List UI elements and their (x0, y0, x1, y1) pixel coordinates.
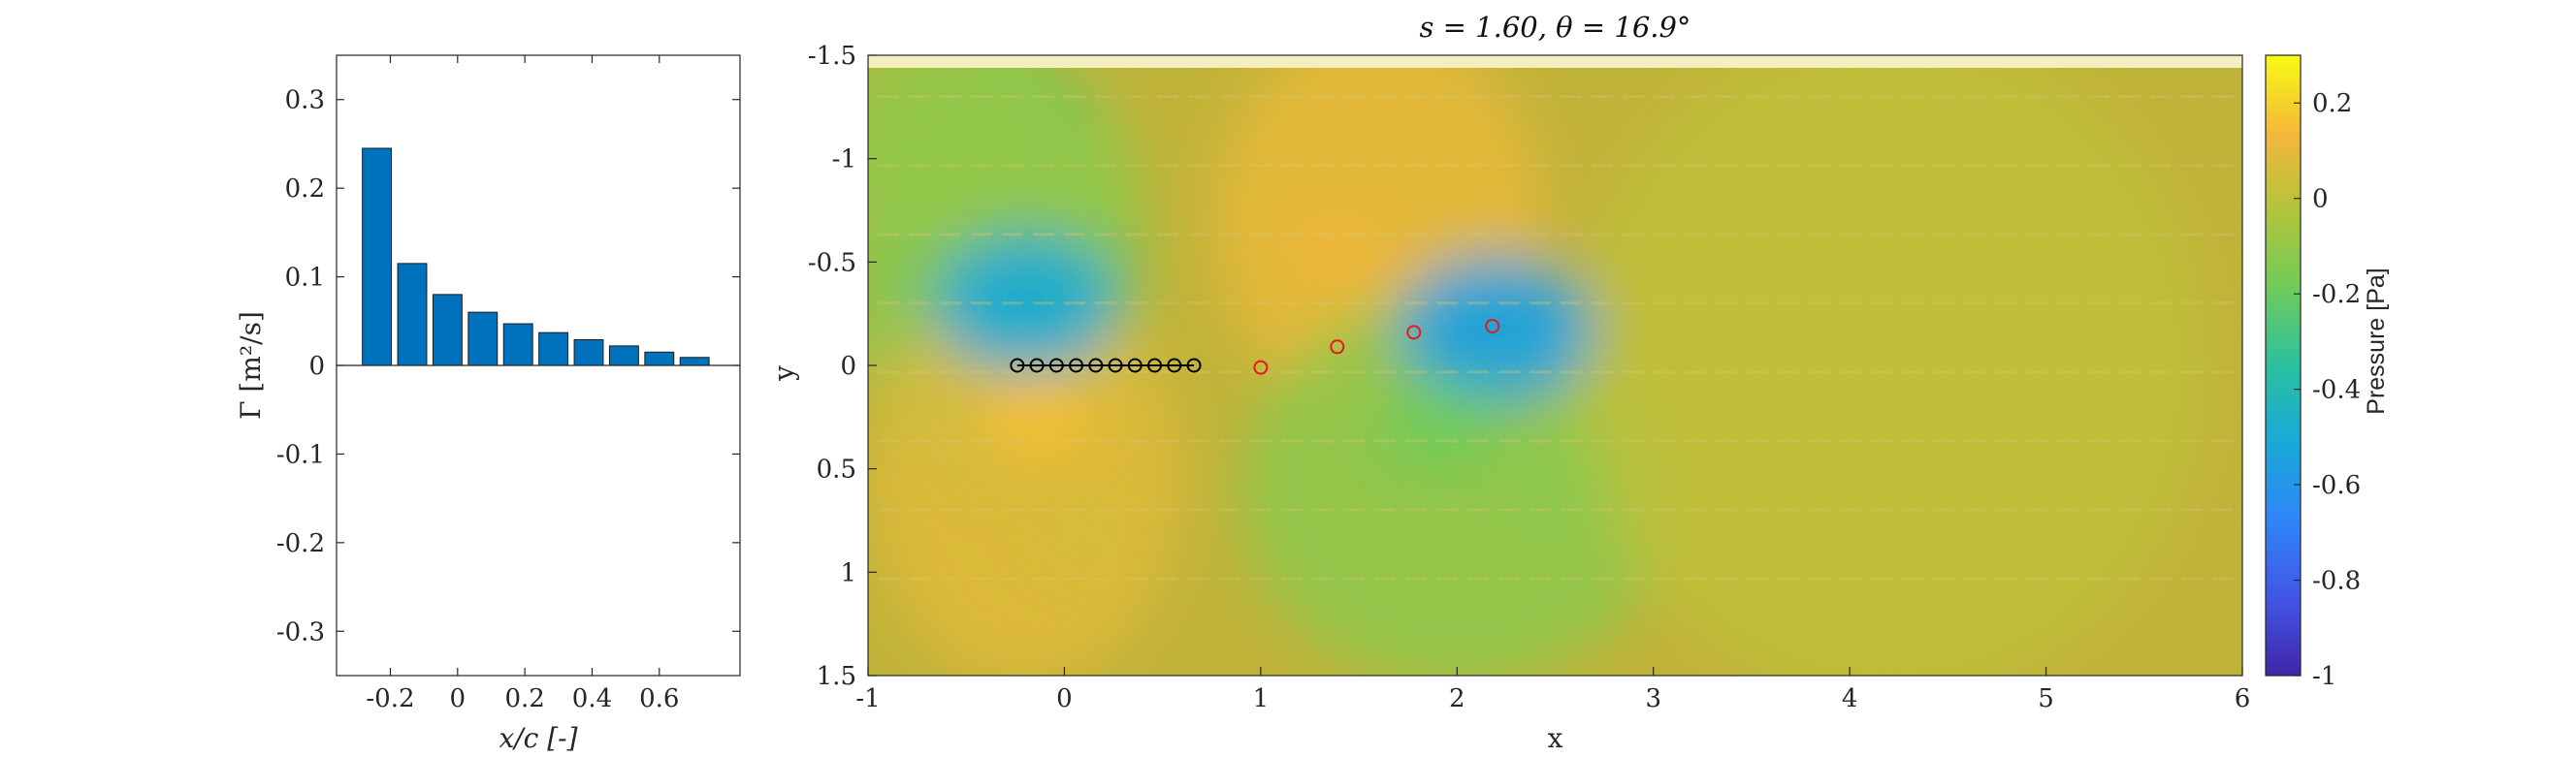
pressure-region (1574, 55, 2204, 676)
bound-vortex-marker (1069, 358, 1084, 373)
y-tick-label: 0.1 (285, 264, 325, 293)
bound-vortex-marker (1108, 358, 1123, 373)
y-tick-label: -0.2 (276, 529, 325, 558)
colorbar-tick-label: -0.4 (2312, 376, 2361, 405)
pressure-field-title: s = 1.60, θ = 16.9° (1420, 11, 1691, 44)
x-tick-label: -1 (855, 684, 880, 713)
pressure-blob (977, 373, 1093, 461)
pressure-field-x-ticks: -1 0 1 2 3 4 5 6 (855, 667, 2250, 713)
wake-vortex-marker (1406, 325, 1422, 340)
x-tick-label: 4 (1842, 684, 1858, 713)
top-arrow-strip (868, 55, 2242, 68)
bound-vortex-marker (1029, 358, 1045, 373)
bound-vortex-marker (1088, 358, 1104, 373)
wake-vortex-marker (1253, 360, 1269, 375)
y-tick-label: 0.2 (285, 174, 325, 204)
bar-chart-y-label: Γ [m²/s] (235, 311, 267, 420)
circulation-bar (432, 294, 463, 366)
pressure-region (868, 55, 1046, 241)
x-tick-label: 0 (1056, 684, 1073, 713)
circulation-bar (397, 263, 428, 366)
colorbar-tick-label: 0 (2312, 185, 2329, 214)
circulation-bar (679, 357, 710, 366)
x-tick-label: 0.2 (504, 684, 544, 713)
circulation-bar (467, 311, 499, 366)
x-tick-label: 0 (450, 684, 467, 713)
x-tick-label: 2 (1449, 684, 1465, 713)
bar-chart-bars (362, 147, 710, 366)
circulation-bar (538, 331, 569, 366)
circulation-bar (644, 351, 675, 366)
colorbar-tick-label: -0.2 (2312, 280, 2361, 309)
circulation-bar-chart: -0.2 0 0.2 0.4 0.6 0.3 0.2 0.1 0 -0.1 -0.2 -0.3 x/… (235, 54, 741, 754)
pressure-colorbar: 0.2 0 -0.2 -0.4 -0.6 -0.8 -1 Pressure [Pa] (2265, 54, 2390, 691)
pressure-blob (1399, 255, 1594, 401)
pressure-blob (1031, 139, 1138, 220)
x-tick-label: 6 (2235, 684, 2251, 713)
pressure-field-contours (868, 55, 2204, 676)
y-tick-label: 0.3 (285, 86, 325, 115)
y-tick-label: -1 (832, 145, 856, 174)
y-tick-label: -0.5 (808, 248, 856, 277)
y-tick-label: 0.5 (817, 456, 856, 485)
y-tick-label: 0 (840, 352, 856, 381)
x-tick-label: 5 (2038, 684, 2054, 713)
colorbar-label: Pressure [Pa] (2363, 268, 2390, 414)
circulation-bar (362, 147, 393, 366)
pressure-blob (1499, 437, 1611, 521)
bound-vortex-marker (1010, 358, 1025, 373)
wake-vortex-markers (1253, 318, 1500, 375)
pressure-field-chart: s = 1.60, θ = 16.9° -1 0 1 2 3 4 5 6 -1.5 -1 -0.5… (768, 11, 2250, 754)
y-tick-label: 0 (308, 352, 325, 381)
pressure-field-x-label: x (1548, 722, 1563, 754)
x-tick-label: -0.2 (366, 684, 414, 713)
colorbar-tick-label: -0.8 (2312, 567, 2361, 596)
circulation-bar (502, 323, 533, 366)
pressure-field-y-label: y (768, 365, 800, 382)
x-tick-label: 3 (1645, 684, 1661, 713)
pressure-region (868, 272, 1182, 676)
x-tick-label: 0.6 (639, 684, 679, 713)
wake-vortex-marker (1330, 339, 1345, 355)
circulation-bar (608, 345, 639, 366)
bound-vortex-marker (1127, 358, 1143, 373)
bound-vortex-marker (1186, 358, 1202, 373)
bound-vortex-marker (1048, 358, 1064, 373)
bound-vortex-marker (1167, 358, 1182, 373)
x-tick-label: 0.4 (572, 684, 612, 713)
x-tick-label: 1 (1253, 684, 1270, 713)
velocity-arrows (878, 95, 2238, 581)
wake-vortex-marker (1485, 318, 1500, 333)
bound-vortex-markers (1010, 358, 1202, 373)
y-tick-label: 1 (840, 558, 856, 587)
pressure-blob (932, 234, 1118, 373)
y-tick-label: -0.1 (276, 440, 325, 469)
bound-vortex-marker (1147, 358, 1163, 373)
y-tick-label: -1.5 (808, 42, 856, 71)
pressure-blob (1036, 493, 1133, 568)
colorbar-tick-label: -0.6 (2312, 471, 2361, 500)
pressure-blob (1376, 381, 1498, 474)
bar-chart-x-ticks: -0.2 0 0.2 0.4 0.6 (366, 55, 679, 713)
colorbar-gradient (2265, 54, 2302, 677)
pressure-blob (1284, 209, 1395, 294)
pressure-region (1240, 293, 1673, 676)
colorbar-tick-label: 0.2 (2312, 89, 2352, 118)
bar-chart-x-label: x/c [-] (499, 722, 577, 754)
colorbar-ticks: 0.2 0 -0.2 -0.4 -0.6 -0.8 -1 (2294, 89, 2361, 691)
bar-chart-y-ticks: 0.3 0.2 0.1 0 -0.1 -0.2 -0.3 (276, 86, 740, 647)
circulation-bar (573, 338, 604, 366)
colorbar-tick-label: -1 (2312, 662, 2336, 691)
y-tick-label: 1.5 (817, 662, 856, 691)
y-tick-label: -0.3 (276, 617, 325, 647)
pressure-field-y-ticks: -1.5 -1 -0.5 0 0.5 1 1.5 (808, 42, 877, 691)
